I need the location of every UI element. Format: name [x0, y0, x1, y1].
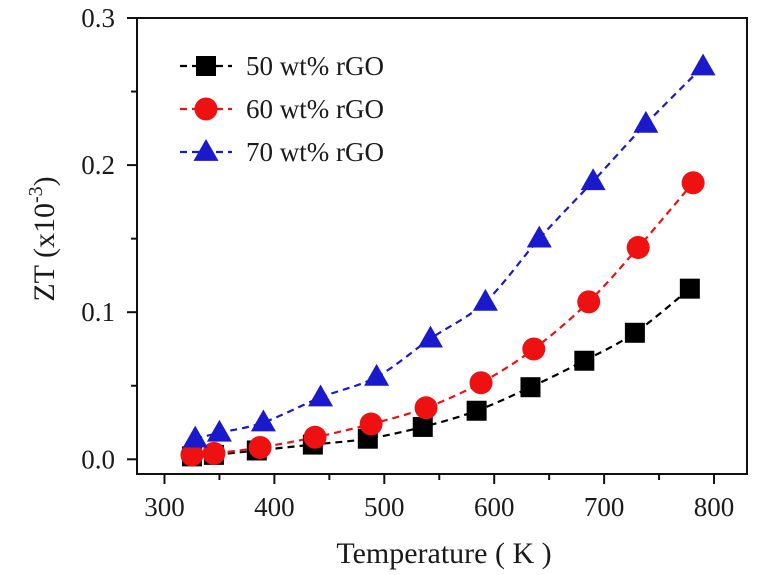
y-tick-label: 0.3	[81, 3, 115, 33]
x-tick-label: 500	[364, 492, 405, 522]
data-point-triangle	[690, 53, 716, 76]
y-axis-title-exponent: -3	[25, 186, 47, 203]
legend-marker-square	[196, 56, 216, 76]
y-tick-label: 0.1	[81, 297, 115, 327]
legend: 50 wt% rGO 60 wt% rGO 70 wt% rGO	[180, 51, 384, 167]
data-point-triangle	[633, 110, 659, 133]
data-point-circle	[522, 337, 546, 361]
y-axis-title-main: ZT (x10	[28, 203, 61, 302]
y-tick-label: 0.2	[81, 150, 115, 180]
data-point-circle	[202, 441, 226, 465]
data-point-triangle	[308, 384, 334, 407]
legend-marker-triangle	[193, 138, 219, 161]
legend-label: 70 wt% rGO	[246, 137, 384, 167]
legend-item: 70 wt% rGO	[180, 137, 384, 167]
x-axis-title: Temperature ( K )	[336, 537, 551, 570]
data-point-triangle	[182, 425, 208, 448]
plot-frame	[136, 17, 748, 475]
x-tick-label: 300	[144, 492, 185, 522]
y-axis-title: ZT (x10-3)	[25, 176, 61, 301]
x-tick-label: 700	[584, 492, 625, 522]
legend-label: 50 wt% rGO	[246, 51, 384, 81]
data-point-square	[574, 350, 595, 371]
axes: 300 400 500 600 700 800 0.0 0.1 0.2 0.3	[81, 3, 748, 522]
legend-item: 60 wt% rGO	[180, 94, 384, 124]
data-point-square	[412, 416, 433, 437]
data-point-triangle	[580, 168, 606, 191]
legend-marker-circle	[194, 97, 218, 121]
data-point-circle	[359, 412, 383, 436]
legend-label: 60 wt% rGO	[246, 94, 384, 124]
data-point-circle	[681, 171, 705, 195]
y-tick-label: 0.0	[81, 444, 115, 474]
fit-lines	[191, 65, 704, 458]
data-point-square	[466, 400, 487, 421]
x-tick-label: 600	[474, 492, 515, 522]
data-point-circle	[469, 371, 493, 395]
data-point-triangle	[472, 288, 498, 311]
data-point-circle	[180, 443, 204, 467]
data-point-square	[520, 377, 541, 398]
data-point-triangle	[364, 363, 390, 386]
data-point-square	[624, 322, 645, 343]
data-point-circle	[248, 436, 272, 460]
legend-item: 50 wt% rGO	[180, 51, 384, 81]
x-tick-label: 400	[254, 492, 295, 522]
y-axis-title-close: )	[28, 176, 61, 186]
data-point-triangle	[250, 409, 276, 432]
series-line-2	[191, 181, 694, 456]
x-tick-label: 800	[694, 492, 735, 522]
data-point-circle	[626, 235, 650, 259]
data-point-triangle	[206, 419, 232, 442]
data-point-square	[679, 278, 700, 299]
data-point-circle	[414, 396, 438, 420]
data-point-triangle	[526, 225, 552, 248]
data-point-circle	[577, 290, 601, 314]
data-point-circle	[303, 425, 327, 449]
data-point-triangle	[417, 325, 443, 348]
data-markers	[180, 53, 716, 467]
